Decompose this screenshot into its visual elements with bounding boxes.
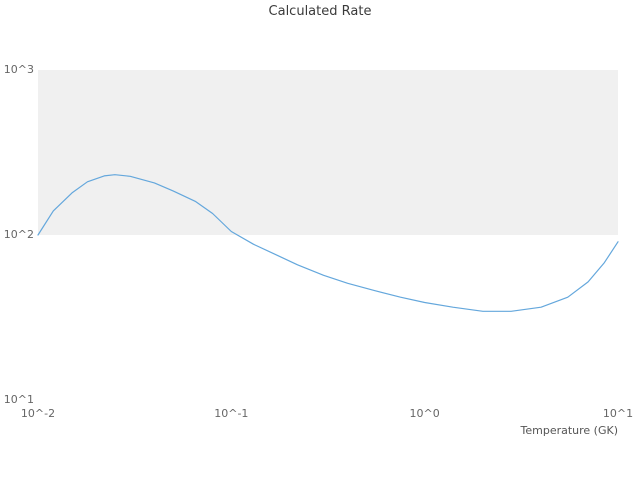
x-tick-10e-1: 10^-1	[214, 407, 249, 420]
x-tick-10e-2: 10^-2	[20, 407, 56, 420]
y-tick-10e2: 10^2	[3, 228, 34, 241]
y-tick-10e3: 10^3	[3, 63, 34, 76]
chart-title: Calculated Rate	[268, 4, 372, 19]
shaded-band	[38, 70, 618, 235]
y-tick-10e1: 10^1	[3, 393, 34, 406]
x-tick-10e1: 10^1	[602, 407, 634, 420]
rate-line-series	[37, 174, 619, 312]
x-tick-10e0: 10^0	[409, 407, 440, 420]
x-axis-title: Temperature (GK)	[520, 424, 619, 437]
